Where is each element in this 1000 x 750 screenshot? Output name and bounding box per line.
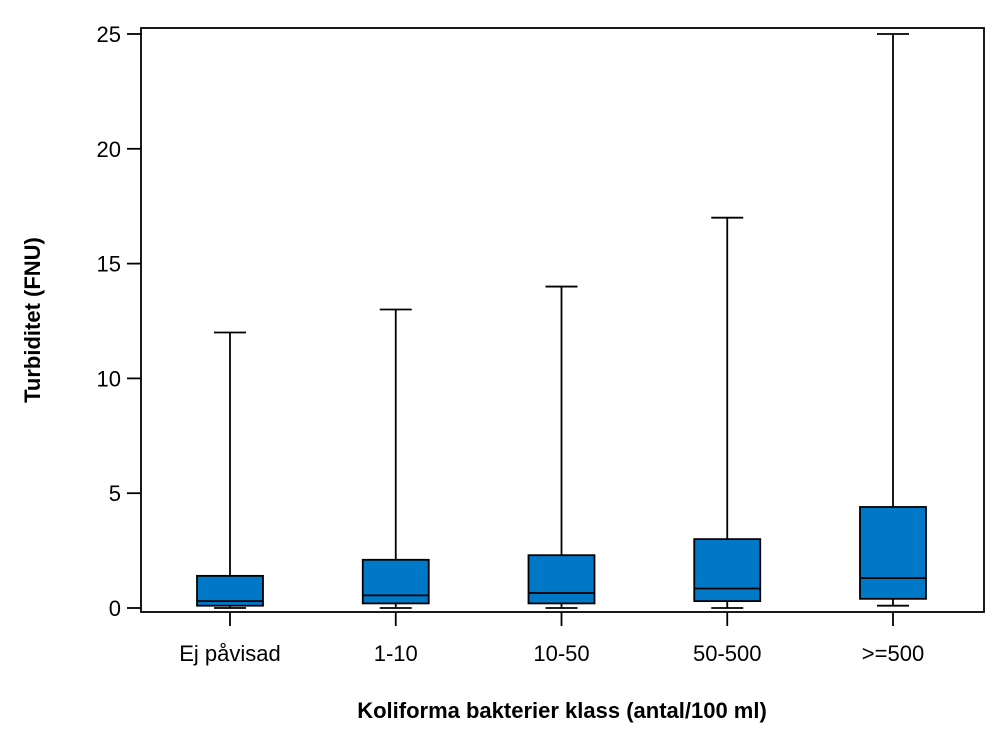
y-tick-label: 15 (97, 252, 121, 277)
y-axis-title: Turbiditet (FNU) (20, 237, 45, 403)
x-tick-label: Ej påvisad (179, 641, 281, 666)
y-tick-label: 25 (97, 22, 121, 47)
iqr-box (361, 558, 430, 605)
y-tick-label: 5 (109, 481, 121, 506)
x-tick-label: 10-50 (533, 641, 589, 666)
y-tick-label: 0 (109, 596, 121, 621)
iqr-box (527, 554, 596, 605)
x-axis: Ej påvisad 1-10 10-50 50-500 >=500 (179, 612, 924, 666)
y-axis: 0 5 10 15 20 25 (97, 22, 141, 621)
box-4 (693, 216, 762, 609)
x-tick-label: >=500 (862, 641, 924, 666)
x-axis-title: Koliforma bakterier klass (antal/100 ml) (357, 698, 767, 723)
iqr-box (859, 506, 927, 600)
box-3 (527, 285, 596, 609)
x-tick-label: 50-500 (693, 641, 762, 666)
y-tick-label: 20 (97, 137, 121, 162)
box-5 (859, 33, 927, 607)
box-2 (361, 308, 430, 609)
y-tick-label: 10 (97, 366, 121, 391)
box-1 (196, 331, 264, 609)
iqr-box (693, 538, 762, 603)
plot-area (140, 27, 985, 613)
boxes-group (196, 33, 927, 609)
x-tick-label: 1-10 (374, 641, 418, 666)
